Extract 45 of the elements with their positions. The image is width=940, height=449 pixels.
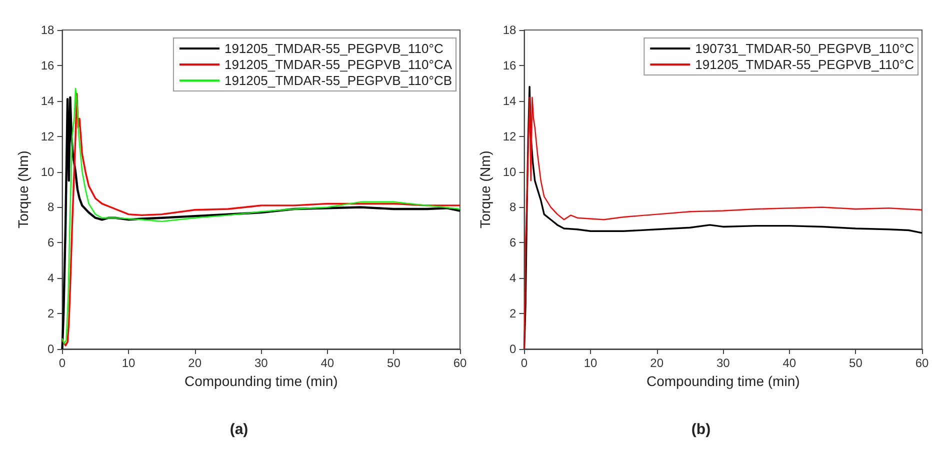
y-tick-label: 2 <box>510 306 517 321</box>
legend-label: 191205_TMDAR-55_PEGPVB_110°CB <box>224 73 452 88</box>
x-axis-title: Compounding time (min) <box>646 372 800 389</box>
y-tick-label: 6 <box>48 236 55 250</box>
y-tick-label: 18 <box>40 23 55 37</box>
x-tick-label: 0 <box>520 356 528 370</box>
x-axis-title: Compounding time (min) <box>184 372 338 389</box>
y-tick-label: 4 <box>48 271 55 286</box>
x-tick-label: 30 <box>254 356 268 370</box>
y-tick-label: 16 <box>502 58 517 72</box>
x-tick-label: 50 <box>387 356 401 370</box>
text: (b) <box>691 421 711 438</box>
x-tick-label: 40 <box>320 356 334 370</box>
x-tick-label: 20 <box>650 356 664 370</box>
y-axis-title: Torque (Nm) <box>15 150 31 228</box>
legend-label: 191205_TMDAR-55_PEGPVB_110°C <box>695 57 914 72</box>
x-tick-label: 60 <box>453 356 467 370</box>
y-tick-label: 8 <box>48 200 55 214</box>
y-tick-label: 14 <box>502 94 517 108</box>
legend-label: 191205_TMDAR-55_PEGPVB_110°CA <box>224 57 452 72</box>
y-tick-label: 12 <box>502 129 517 144</box>
x-tick-label: 50 <box>849 356 863 370</box>
y-tick-label: 2 <box>48 306 55 321</box>
x-tick-label: 10 <box>584 356 598 370</box>
y-tick-label: 4 <box>510 271 517 286</box>
x-tick-label: 40 <box>782 356 796 370</box>
y-tick-label: 18 <box>502 23 517 37</box>
legend-label: 191205_TMDAR-55_PEGPVB_110°C <box>224 41 444 56</box>
x-tick-label: 30 <box>716 356 730 370</box>
x-tick-label: 10 <box>122 356 136 370</box>
x-tick-label: 60 <box>915 356 929 370</box>
y-tick-label: 8 <box>510 200 517 214</box>
y-tick-label: 6 <box>510 236 517 250</box>
y-tick-label: 12 <box>40 129 55 144</box>
y-tick-label: 0 <box>48 342 55 356</box>
x-tick-label: 20 <box>188 356 202 370</box>
y-tick-label: 16 <box>40 58 55 72</box>
x-tick-label: 0 <box>58 356 66 370</box>
y-axis-title: Torque (Nm) <box>477 150 493 228</box>
y-tick-label: 0 <box>510 342 517 356</box>
y-tick-label: 10 <box>502 164 517 179</box>
text: (a) <box>230 421 248 438</box>
legend-label: 190731_TMDAR-50_PEGPVB_110°C <box>695 41 914 56</box>
y-tick-label: 14 <box>40 94 55 108</box>
y-tick-label: 10 <box>40 164 55 179</box>
